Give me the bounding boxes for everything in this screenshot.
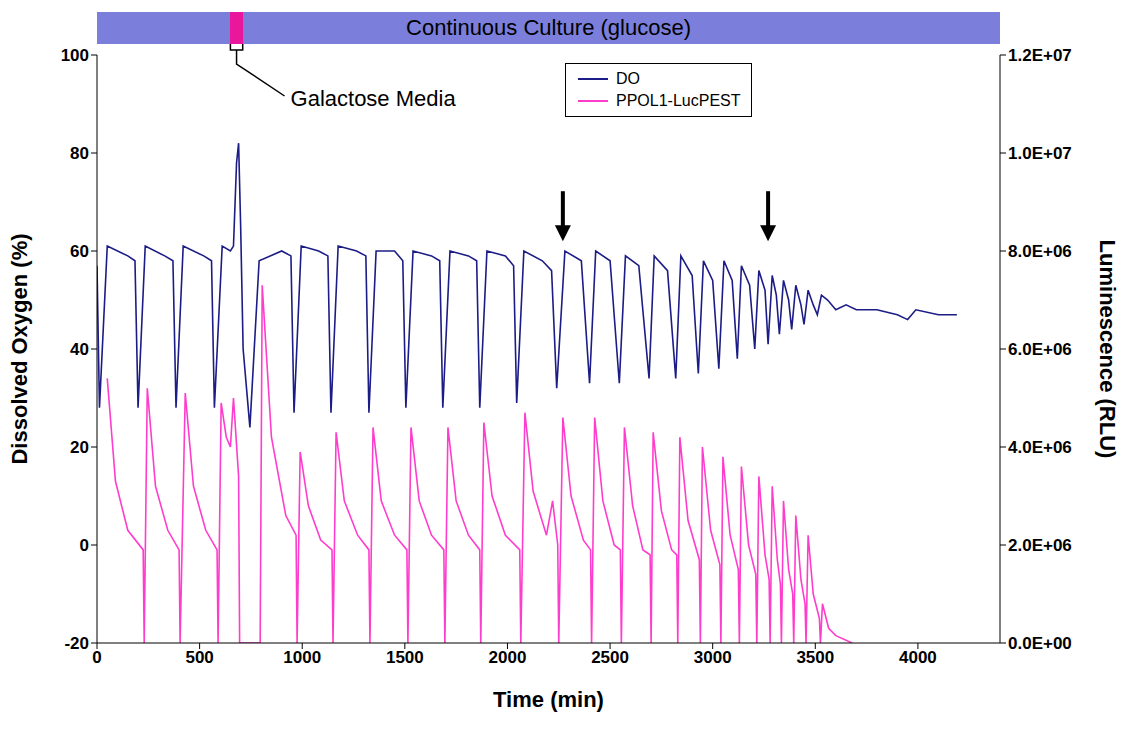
html-text:Continuous Culture (glucose): Continuous Culture (glucose) [406, 15, 691, 40]
svg-text:Dissolved Oxygen (%): Dissolved Oxygen (%) [7, 233, 32, 464]
svg-text:60: 60 [70, 242, 89, 261]
svg-text:1.0E+07: 1.0E+07 [1008, 144, 1072, 163]
svg-text:-20: -20 [64, 634, 89, 653]
svg-text:4000: 4000 [899, 648, 937, 667]
svg-text:4.0E+06: 4.0E+06 [1008, 438, 1072, 457]
svg-text:3500: 3500 [796, 648, 834, 667]
svg-text:8.0E+06: 8.0E+06 [1008, 242, 1072, 261]
svg-text:1000: 1000 [283, 648, 321, 667]
svg-text:3000: 3000 [694, 648, 732, 667]
svg-text:0: 0 [80, 536, 89, 555]
html-text:DO: DO [616, 70, 640, 87]
svg-text:6.0E+06: 6.0E+06 [1008, 340, 1072, 359]
svg-text:2.0E+06: 2.0E+06 [1008, 536, 1072, 555]
svg-text:20: 20 [70, 438, 89, 457]
svg-text:Time (min): Time (min) [493, 687, 604, 712]
svg-text:Luminescence (RLU): Luminescence (RLU) [1095, 240, 1120, 459]
svg-text:0.0E+00: 0.0E+00 [1008, 634, 1072, 653]
svg-text:1500: 1500 [386, 648, 424, 667]
svg-text:500: 500 [185, 648, 213, 667]
svg-text:80: 80 [70, 144, 89, 163]
html-text:Galactose Media: Galactose Media [290, 86, 456, 111]
svg-text:2500: 2500 [591, 648, 629, 667]
html-text:PPOL1-LucPEST: PPOL1-LucPEST [616, 92, 741, 109]
svg-text:40: 40 [70, 340, 89, 359]
svg-text:2000: 2000 [489, 648, 527, 667]
svg-text:1.2E+07: 1.2E+07 [1008, 46, 1072, 65]
svg-text:0: 0 [92, 648, 101, 667]
svg-text:100: 100 [61, 46, 89, 65]
